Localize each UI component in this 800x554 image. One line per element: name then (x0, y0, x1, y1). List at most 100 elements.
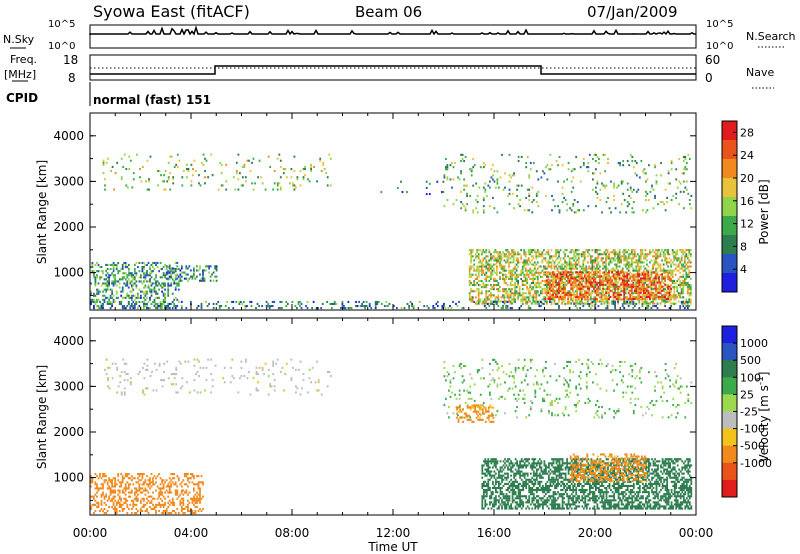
power-cell (517, 265, 519, 268)
power-cell (635, 174, 638, 177)
velocity-cell (191, 481, 194, 484)
power-cell (524, 255, 527, 258)
power-cell (533, 302, 536, 305)
power-cell (547, 281, 550, 284)
power-cell (540, 271, 542, 274)
power-cell (526, 286, 529, 289)
nsearch-tick-bottom: 10^0 (706, 41, 733, 52)
power-cell (685, 255, 688, 258)
power-cell (549, 261, 551, 264)
power-cell (218, 307, 221, 310)
power-cell (573, 253, 576, 256)
power-cell (683, 284, 686, 287)
power-cell (644, 253, 647, 256)
power-cell (679, 190, 682, 193)
power-cell (643, 265, 645, 268)
velocity-cell (185, 491, 188, 494)
power-cell (304, 168, 306, 171)
power-cell (533, 277, 536, 280)
velocity-cell (191, 510, 194, 513)
power-cell (579, 300, 582, 303)
power-cell (658, 265, 660, 268)
power-cell (486, 263, 489, 266)
power-cell (620, 287, 622, 290)
velocity-cell (103, 512, 106, 515)
power-cell (499, 176, 502, 179)
power-cell (633, 277, 636, 280)
power-cell (123, 282, 126, 285)
power-cell (265, 305, 268, 308)
power-cell (567, 162, 570, 165)
power-cell (179, 279, 182, 282)
power-cell (602, 267, 604, 270)
velocity-cell (193, 475, 195, 478)
power-cell (570, 293, 573, 296)
power-cell (577, 286, 580, 289)
power-cell (494, 259, 497, 262)
power-cell (252, 188, 255, 191)
power-cell (644, 302, 647, 305)
power-cell (650, 259, 653, 262)
power-cell (667, 273, 669, 276)
velocity-cell (149, 483, 151, 486)
power-cell (535, 275, 538, 278)
power-cell (472, 166, 475, 169)
power-cell (567, 168, 570, 171)
power-cell (521, 267, 524, 270)
power-cell (171, 271, 174, 274)
velocity-cell (187, 479, 189, 482)
power-cell (149, 290, 151, 293)
power-cell (513, 174, 515, 177)
power-cell (485, 298, 488, 301)
power-cell (177, 300, 180, 303)
power-cell (621, 269, 624, 272)
power-cell (658, 286, 660, 289)
power-cell (568, 259, 571, 262)
power-cell (574, 271, 577, 274)
power-cell (661, 269, 663, 272)
power-cell (193, 159, 196, 162)
power-cell (674, 294, 677, 297)
power-cell (96, 300, 98, 303)
velocity-cell (93, 512, 95, 515)
power-cell (506, 275, 509, 278)
power-cell (605, 288, 607, 291)
power-cell (203, 277, 206, 280)
velocity-cell (185, 473, 188, 476)
power-cell (568, 295, 571, 298)
power-cell (172, 182, 175, 185)
power-cell (132, 288, 135, 291)
power-cell (537, 178, 540, 181)
power-cell (567, 255, 569, 258)
power-cell (506, 300, 509, 303)
power-cell (96, 274, 98, 277)
power-cell (252, 157, 255, 160)
power-cell (174, 261, 177, 264)
power-cell (561, 295, 563, 298)
power-cell (524, 273, 527, 276)
power-cell (610, 180, 612, 183)
power-cell (508, 255, 510, 258)
power-cell (570, 271, 573, 274)
velocity-cell (499, 489, 502, 492)
power-cell (447, 307, 450, 310)
power-cell (490, 257, 492, 260)
power-cell (597, 300, 600, 303)
power-cell (627, 263, 630, 266)
power-cell (103, 298, 106, 301)
power-cell (567, 290, 569, 293)
power-cell (552, 295, 554, 298)
power-cell (521, 302, 524, 305)
velocity-cell (115, 503, 118, 506)
power-cell (480, 302, 483, 305)
power-cell (621, 273, 624, 276)
power-cell (168, 263, 171, 266)
power-cell (580, 297, 583, 300)
power-cell (627, 273, 630, 276)
power-cell (646, 269, 648, 272)
power-cell (582, 253, 585, 256)
velocity-cell (188, 501, 191, 504)
power-cell (144, 302, 147, 305)
power-cell (546, 275, 548, 278)
velocity-cell (188, 491, 191, 494)
